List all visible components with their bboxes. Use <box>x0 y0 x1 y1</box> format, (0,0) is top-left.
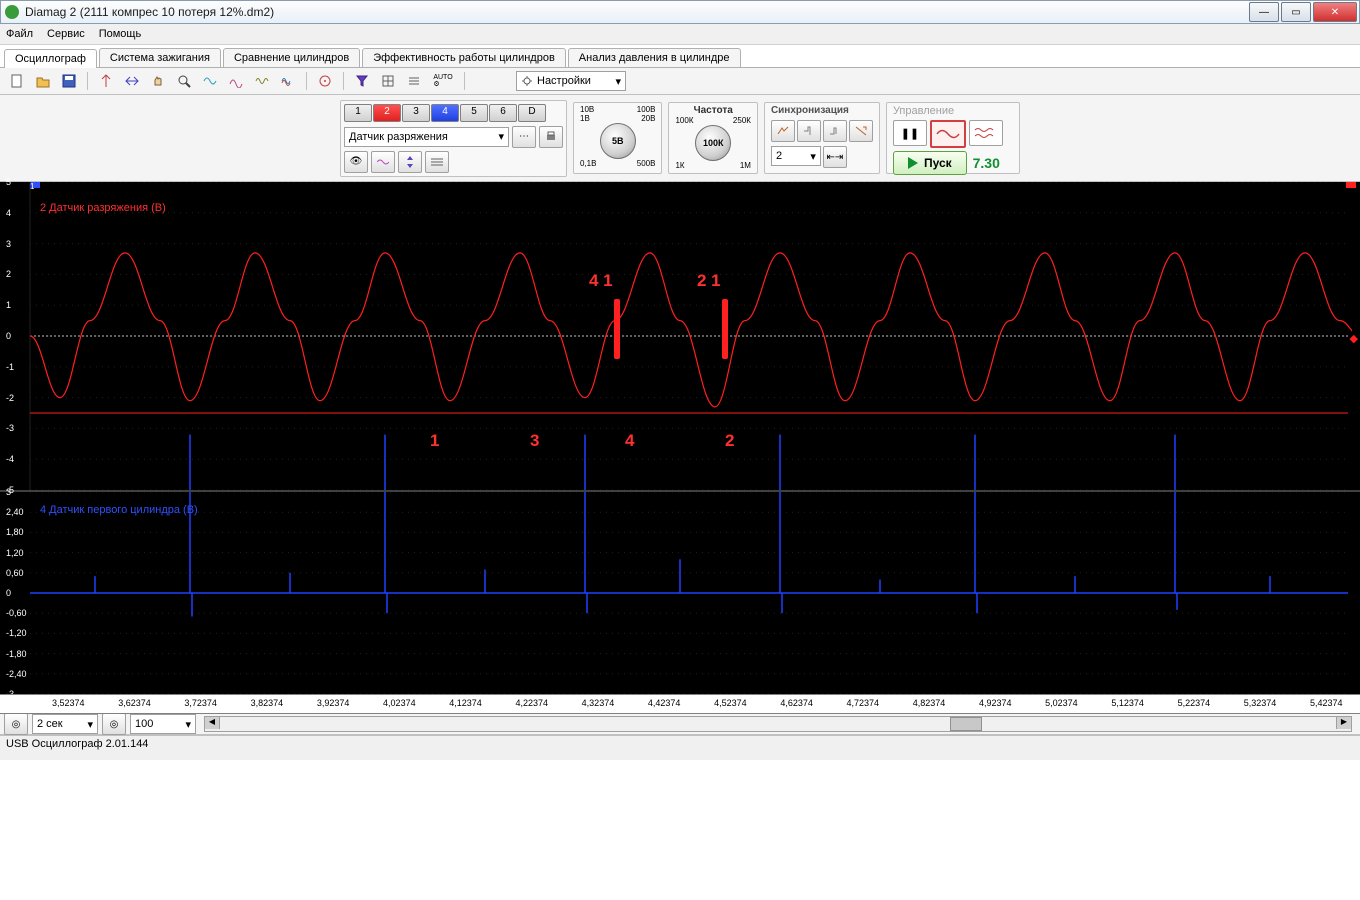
new-icon[interactable] <box>6 70 28 92</box>
sync-collapse-icon[interactable]: ⇤⇥ <box>823 146 847 168</box>
freq-knob[interactable]: 100К <box>695 125 731 161</box>
h-scrollbar[interactable]: ◀ ▶ <box>204 716 1352 732</box>
tab-efficiency[interactable]: Эффективность работы цилиндров <box>362 48 566 67</box>
tool-grid-icon[interactable] <box>377 70 399 92</box>
ch-btn-3[interactable]: 3 <box>402 104 430 122</box>
tool-align-icon[interactable] <box>403 70 425 92</box>
cyl-label-2: 2 <box>725 431 734 451</box>
settings-label: Настройки <box>537 75 591 87</box>
status-bar: USB Осциллограф 2.01.144 <box>0 735 1360 760</box>
eye-icon[interactable]: 👁 <box>344 151 368 173</box>
sync-mode-1-icon[interactable] <box>771 120 795 142</box>
print-button[interactable] <box>539 126 563 148</box>
maximize-button[interactable]: ▭ <box>1281 2 1311 22</box>
save-icon[interactable] <box>58 70 80 92</box>
control-group: Управление ❚❚ Пуск 7.30 <box>886 102 1020 174</box>
tab-compare[interactable]: Сравнение цилиндров <box>223 48 360 67</box>
sync-channel-combo[interactable]: 2▾ <box>771 146 821 166</box>
cyl-label-3: 3 <box>530 431 539 451</box>
sync-group: Синхронизация 2▾ ⇤⇥ <box>764 102 880 174</box>
tool-auto-icon[interactable]: AUTO⚙ <box>429 70 457 92</box>
zoom-target-icon[interactable]: ◎ <box>102 713 126 735</box>
app-icon <box>5 5 19 19</box>
wave-mode-icon[interactable] <box>371 151 395 173</box>
updown-icon[interactable] <box>398 151 422 173</box>
cyl-label-4: 4 <box>625 431 634 451</box>
voltage-knob[interactable]: 5В <box>600 123 636 159</box>
minimize-button[interactable]: — <box>1249 2 1279 22</box>
lines-icon[interactable] <box>425 151 449 173</box>
tool-zoom-icon[interactable] <box>173 70 195 92</box>
mode-single-wave[interactable] <box>930 120 966 148</box>
marker-21-label: 2 1 <box>697 271 721 291</box>
tab-ignition[interactable]: Система зажигания <box>99 48 221 67</box>
open-icon[interactable] <box>32 70 54 92</box>
title-bar: Diamag 2 (2111 компрес 10 потеря 12%.dm2… <box>0 0 1360 24</box>
toolbar: AUTO⚙ Настройки ▾ <box>0 68 1360 95</box>
marker-41-label: 4 1 <box>589 271 613 291</box>
close-button[interactable]: ✕ <box>1313 2 1357 22</box>
settings-dropdown[interactable]: Настройки ▾ <box>516 71 626 91</box>
window-title: Diamag 2 (2111 компрес 10 потеря 12%.dm2… <box>25 5 274 19</box>
ch4-label: 4 Датчик первого цилиндра (В) <box>40 504 198 516</box>
pause-button[interactable]: ❚❚ <box>893 120 927 146</box>
control-label: Управление <box>893 105 1013 117</box>
tool-wave1-icon[interactable] <box>199 70 221 92</box>
window-buttons: — ▭ ✕ <box>1249 2 1357 22</box>
ch-btn-4[interactable]: 4 <box>431 104 459 122</box>
ch-btn-1[interactable]: 1 <box>344 104 372 122</box>
freq-knob-group: Частота 100К250К 100К 1К1М <box>668 102 757 174</box>
ch2-label: 2 Датчик разряжения (В) <box>40 202 166 214</box>
scope-channel-2[interactable]: 1 2 Датчик разряжения (В) 543210-1-2-3-4… <box>0 182 1360 492</box>
tab-pressure[interactable]: Анализ давления в цилиндре <box>568 48 741 67</box>
ch-btn-5[interactable]: 5 <box>460 104 488 122</box>
tool-target-icon[interactable] <box>314 70 336 92</box>
time-target-icon[interactable]: ◎ <box>4 713 28 735</box>
tool-wave4-icon[interactable] <box>277 70 299 92</box>
tool-wave3-icon[interactable] <box>251 70 273 92</box>
sync-mode-4-icon[interactable] <box>849 120 873 142</box>
sensor-detail-button[interactable]: ⋯ <box>512 126 536 148</box>
start-label: Пуск <box>924 156 952 170</box>
freq-label: Частота <box>694 105 733 116</box>
zero-marker-right[interactable]: ◆ <box>1350 332 1358 345</box>
play-icon <box>908 157 918 169</box>
menu-bar: Файл Сервис Помощь <box>0 24 1360 45</box>
cyl-label-1: 1 <box>430 431 439 451</box>
tab-oscilloscope[interactable]: Осциллограф <box>4 49 97 68</box>
x-axis: 3,523743,623743,723743,823743,923744,023… <box>0 694 1360 714</box>
sync-label: Синхронизация <box>771 105 873 116</box>
tab-bar: Осциллограф Система зажигания Сравнение … <box>0 45 1360 68</box>
status-text: USB Осциллограф 2.01.144 <box>6 738 148 750</box>
control-value: 7.30 <box>973 155 1000 171</box>
sync-mode-3-icon[interactable] <box>823 120 847 142</box>
ch-btn-d[interactable]: D <box>518 104 546 122</box>
tool-filter-icon[interactable] <box>351 70 373 92</box>
bottom-bar: ◎ 2 сек▾ ◎ 100▾ ◀ ▶ <box>0 714 1360 735</box>
tool-hand-icon[interactable] <box>147 70 169 92</box>
tool-wave2-icon[interactable] <box>225 70 247 92</box>
marker-41[interactable] <box>614 299 620 359</box>
ch-btn-2[interactable]: 2 <box>373 104 401 122</box>
menu-service[interactable]: Сервис <box>47 28 85 40</box>
sync-mode-2-icon[interactable] <box>797 120 821 142</box>
zoom-combo[interactable]: 100▾ <box>130 714 196 734</box>
channel-group: 1 2 3 4 5 6 D Датчик разряжения▾ ⋯ 👁 <box>340 100 567 177</box>
control-panel: 1 2 3 4 5 6 D Датчик разряжения▾ ⋯ 👁 10В… <box>0 95 1360 182</box>
menu-file[interactable]: Файл <box>6 28 33 40</box>
sensor-combo[interactable]: Датчик разряжения▾ <box>344 127 509 147</box>
time-combo[interactable]: 2 сек▾ <box>32 714 98 734</box>
marker-21[interactable] <box>722 299 728 359</box>
voltage-knob-group: 10В100В 1В20В 5В 0,1В500В <box>573 102 662 174</box>
scope-channel-4[interactable]: 4 Датчик первого цилиндра (В) 32,401,801… <box>0 492 1360 694</box>
tool-cursor-b-icon[interactable] <box>121 70 143 92</box>
menu-help[interactable]: Помощь <box>99 28 142 40</box>
tool-cursor-a-icon[interactable] <box>95 70 117 92</box>
gear-icon <box>521 75 533 87</box>
start-button[interactable]: Пуск <box>893 151 967 175</box>
ch-btn-6[interactable]: 6 <box>489 104 517 122</box>
scope-area: 1 2 Датчик разряжения (В) 543210-1-2-3-4… <box>0 182 1360 714</box>
mode-multi-wave[interactable] <box>969 120 1003 146</box>
sensor-value: Датчик разряжения <box>349 131 448 143</box>
